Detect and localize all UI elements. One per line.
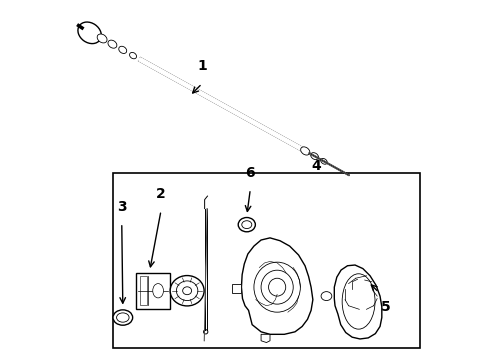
Text: 4: 4 — [312, 159, 321, 173]
Polygon shape — [139, 58, 306, 153]
Polygon shape — [261, 334, 270, 342]
Ellipse shape — [113, 310, 133, 325]
Ellipse shape — [108, 40, 117, 48]
Ellipse shape — [97, 34, 107, 43]
Ellipse shape — [301, 147, 310, 155]
Ellipse shape — [170, 275, 204, 306]
Polygon shape — [232, 284, 242, 293]
Text: 5: 5 — [381, 300, 390, 314]
Ellipse shape — [153, 284, 164, 298]
Text: 2: 2 — [156, 188, 166, 202]
Ellipse shape — [242, 221, 252, 229]
Polygon shape — [242, 238, 313, 334]
Text: 1: 1 — [197, 59, 207, 73]
Bar — [113, 173, 420, 348]
Ellipse shape — [117, 313, 129, 322]
Ellipse shape — [119, 46, 127, 54]
Polygon shape — [136, 273, 170, 309]
Text: 6: 6 — [245, 166, 255, 180]
Ellipse shape — [321, 292, 332, 301]
Ellipse shape — [129, 53, 137, 59]
Ellipse shape — [78, 22, 101, 44]
Text: 3: 3 — [117, 200, 126, 214]
Polygon shape — [334, 265, 382, 339]
Ellipse shape — [321, 158, 327, 164]
Ellipse shape — [311, 153, 319, 159]
Ellipse shape — [238, 217, 255, 232]
